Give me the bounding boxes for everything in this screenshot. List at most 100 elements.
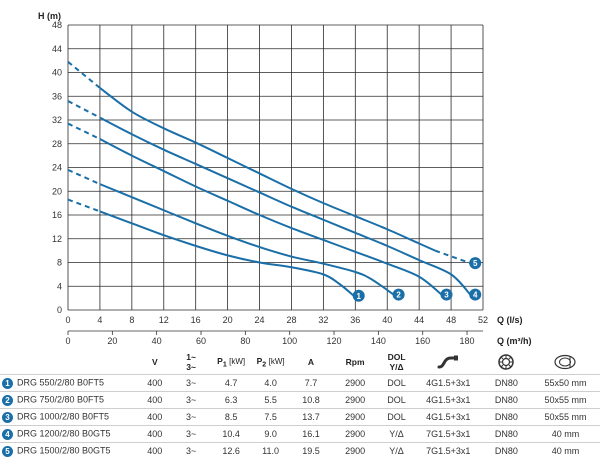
cell-outlet: DN80 [481, 425, 531, 443]
cell-p2: 9.0 [250, 425, 291, 443]
pump-curve-4 [99, 116, 471, 296]
header-p2-symbol: P [256, 355, 263, 366]
y-tick-label: 16 [52, 210, 62, 220]
y-tick-label: 24 [52, 163, 62, 173]
cell-rpm: 2900 [331, 442, 379, 459]
curve-number-badge: 2 [2, 394, 13, 406]
cell-a: 7.7 [290, 374, 332, 392]
table-row: 1 DRG 550/2/80 B0FT5 400 3~ 4.7 4.0 7.7 2900 DOL… [0, 374, 600, 392]
x-tick-label: 16 [191, 315, 201, 325]
x-axis-title: Q (l/s) [497, 315, 523, 325]
y-tick-label: 40 [52, 68, 62, 78]
cell-a: 13.7 [290, 408, 332, 426]
cell-a: 19.5 [290, 442, 332, 459]
x2-tick-label: 80 [240, 336, 250, 346]
pump-curve-3 [99, 138, 443, 296]
cell-outlet: DN80 [481, 442, 531, 459]
curve-dashed-extension [67, 122, 101, 140]
cell-model: 5 DRG 1500/2/80 B0GT5 [0, 442, 139, 459]
y-tick-label: 0 [57, 305, 62, 315]
header-voltage: V [138, 350, 171, 375]
curve-number-label: 4 [473, 291, 478, 300]
x-tick-label: 0 [65, 315, 70, 325]
pump-curve-5 [99, 87, 436, 252]
curve-number-badge: 3 [2, 411, 13, 423]
cell-passage: 50x55 mm [530, 391, 600, 409]
x2-tick-label: 0 [65, 336, 70, 346]
header-current: A [290, 350, 332, 375]
cable-icon [437, 355, 459, 369]
x-tick-label: 24 [255, 315, 265, 325]
model-name: DRG 550/2/80 B0FT5 [17, 378, 105, 389]
y-axis-title: H (m) [38, 11, 61, 21]
cell-v: 400 [138, 374, 171, 392]
cell-p2: 4.0 [250, 374, 291, 392]
header-start-dol: DOL [387, 352, 406, 362]
y-tick-label: 32 [52, 115, 62, 125]
cell-p1: 8.5 [211, 408, 251, 426]
curve-dashed-extension [67, 61, 101, 89]
cell-outlet: DN80 [481, 408, 531, 426]
x-tick-label: 4 [97, 315, 102, 325]
cell-p2: 7.5 [250, 408, 291, 426]
cell-start: DOL [378, 374, 415, 392]
x-tick-label: 52 [478, 315, 488, 325]
table-header-row: V 1~ 3~ P1 [kW] P2 [kW] A Rpm DOL Y/Δ [0, 350, 600, 375]
cell-passage: 40 mm [530, 425, 600, 443]
x2-axis-title: Q (m³/h) [497, 336, 532, 346]
cell-v: 400 [138, 408, 171, 426]
y-tick-label: 44 [52, 44, 62, 54]
curve-dashed-extension [67, 168, 101, 186]
cell-start: Y/Δ [378, 425, 415, 443]
cell-outlet: DN80 [481, 391, 531, 409]
header-phase-3: 3~ [186, 362, 196, 372]
spec-table: V 1~ 3~ P1 [kW] P2 [kW] A Rpm DOL Y/Δ [0, 350, 600, 459]
cell-a: 10.8 [290, 391, 332, 409]
header-outlet [481, 350, 531, 375]
header-start: DOL Y/Δ [378, 350, 415, 375]
cell-phase: 3~ [170, 442, 212, 459]
x-tick-label: 36 [350, 315, 360, 325]
x-tick-label: 28 [286, 315, 296, 325]
cell-rpm: 2900 [331, 374, 379, 392]
cell-phase: 3~ [170, 408, 212, 426]
cell-cable: 4G1.5+3x1 [414, 408, 482, 426]
cell-cable: 7G1.5+3x1 [414, 425, 482, 443]
curve-end-marker [469, 257, 482, 270]
spec-table-body: 1 DRG 550/2/80 B0FT5 400 3~ 4.7 4.0 7.7 2900 DOL… [0, 374, 600, 459]
y-tick-label: 36 [52, 91, 62, 101]
curve-number-label: 1 [356, 292, 361, 301]
curve-number-badge: 5 [2, 445, 13, 457]
cell-p1: 4.7 [211, 374, 251, 392]
x-tick-label: 20 [223, 315, 233, 325]
cell-outlet: DN80 [481, 374, 531, 392]
cell-model: 3 DRG 1000/2/80 B0FT5 [0, 408, 139, 426]
curve-number-label: 5 [473, 259, 478, 268]
model-name: DRG 1000/2/80 B0FT5 [17, 412, 110, 423]
table-row: 5 DRG 1500/2/80 B0GT5 400 3~ 12.6 11.0 19.5 290… [0, 442, 600, 459]
cell-passage: 40 mm [530, 442, 600, 459]
header-p1-unit: [kW] [229, 356, 246, 366]
cell-model: 1 DRG 550/2/80 B0FT5 [0, 374, 139, 392]
x2-tick-label: 180 [460, 336, 475, 346]
header-p1-symbol: P [217, 355, 223, 366]
cell-p2: 5.5 [250, 391, 291, 409]
cell-v: 400 [138, 425, 171, 443]
header-p2: P2 [kW] [250, 350, 291, 375]
cell-start: Y/Δ [378, 442, 415, 459]
header-start-yd: Y/Δ [389, 362, 404, 372]
cell-v: 400 [138, 442, 171, 459]
header-p1-sub: 1 [222, 360, 227, 369]
curve-number-badge: 4 [2, 428, 13, 440]
x-tick-label: 48 [446, 315, 456, 325]
y-tick-label: 8 [57, 258, 62, 268]
header-rpm: Rpm [331, 350, 379, 375]
curve-number-label: 2 [396, 291, 401, 300]
pump-outlet-icon [498, 354, 515, 370]
x2-tick-label: 120 [327, 336, 342, 346]
x2-tick-label: 20 [107, 336, 117, 346]
header-phase-1: 1~ [186, 352, 196, 362]
y-tick-label: 48 [52, 20, 62, 30]
x2-tick-label: 40 [152, 336, 162, 346]
curve-end-marker [469, 288, 482, 301]
